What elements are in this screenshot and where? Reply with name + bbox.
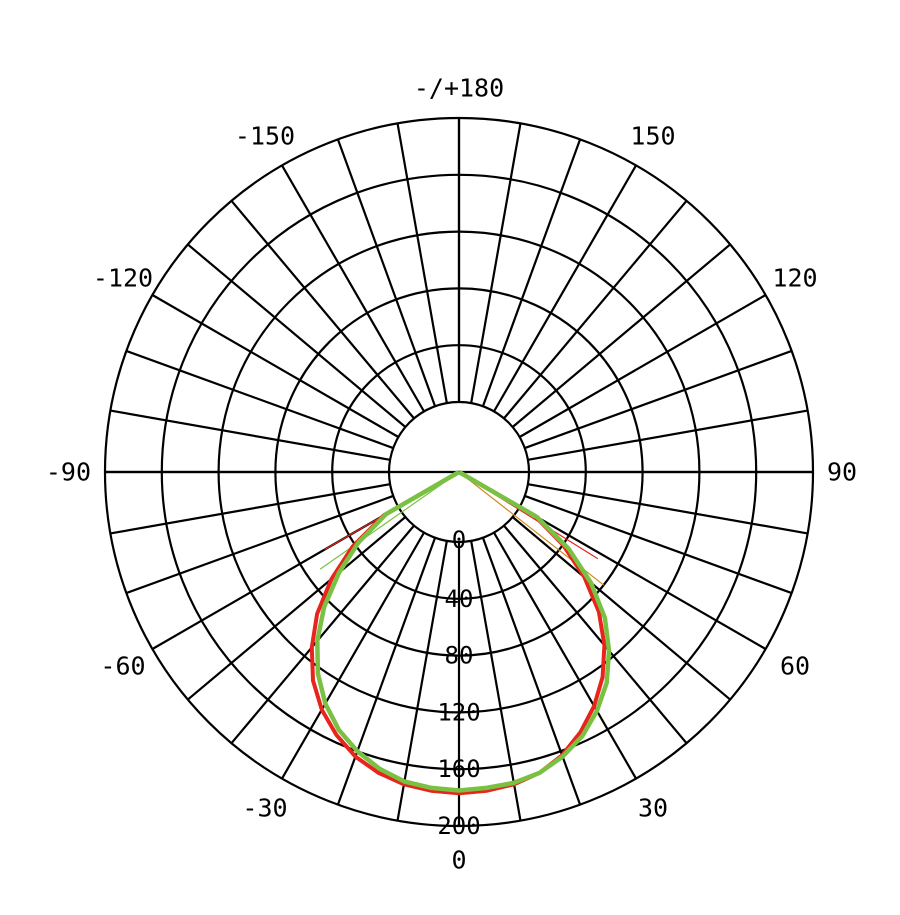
spoke-330 — [281, 532, 425, 780]
spoke-210 — [281, 164, 425, 412]
spoke-20 — [481, 537, 582, 806]
spoke-320 — [230, 524, 415, 744]
spoke-160 — [481, 138, 582, 407]
angle-tick-label: -60 — [100, 652, 145, 681]
angle-tick-label: -120 — [93, 264, 153, 293]
series-layer — [309, 470, 612, 796]
angle-tick-label: -30 — [242, 794, 287, 823]
spoke-280 — [110, 483, 391, 535]
spoke-100 — [527, 409, 808, 461]
spoke-50 — [511, 516, 731, 701]
angle-tick-label: 30 — [638, 794, 668, 823]
spoke-80 — [527, 483, 808, 535]
label-layer: 0 40 80 120 160 200 -/+180 -150 150 -120 120 -90 90 -… — [46, 74, 857, 875]
spoke-240 — [151, 294, 399, 438]
polar-grid — [103, 116, 815, 828]
angle-tick-label: 120 — [772, 264, 817, 293]
angle-tick-label: 150 — [630, 122, 675, 151]
spoke-230 — [187, 243, 407, 428]
series-1-curve — [309, 470, 607, 796]
spoke-110 — [524, 349, 793, 450]
radial-tick-label: 0 — [452, 526, 466, 554]
spoke-120 — [519, 294, 767, 438]
spoke-220 — [230, 200, 415, 420]
spoke-70 — [524, 494, 793, 595]
spoke-170 — [470, 123, 522, 404]
spoke-150 — [493, 164, 637, 412]
spoke-290 — [125, 494, 394, 595]
angle-tick-label: 60 — [780, 652, 810, 681]
angle-tick-label: -/+180 — [414, 74, 504, 103]
spoke-40 — [503, 524, 688, 744]
spoke-340 — [336, 537, 437, 806]
spoke-250 — [125, 349, 394, 450]
radial-tick-label: 120 — [437, 698, 480, 726]
spoke-200 — [336, 138, 437, 407]
angle-tick-label: -90 — [46, 458, 91, 487]
radial-tick-label: 80 — [445, 642, 474, 670]
spoke-260 — [110, 409, 391, 461]
spoke-30 — [493, 532, 637, 780]
radial-tick-label: 40 — [445, 585, 474, 613]
series-2-curve — [315, 470, 612, 793]
angle-tick-label: 0 — [451, 846, 466, 875]
spoke-140 — [503, 200, 688, 420]
spoke-130 — [511, 243, 731, 428]
radial-tick-label: 160 — [437, 755, 480, 783]
spoke-10 — [470, 540, 522, 821]
angle-tick-label: 90 — [827, 458, 857, 487]
spoke-310 — [187, 516, 407, 701]
spoke-60 — [519, 506, 767, 650]
ray-1 — [319, 471, 460, 570]
radial-tick-label: 200 — [437, 812, 480, 840]
spoke-190 — [396, 123, 448, 404]
angle-tick-label: -150 — [235, 122, 295, 151]
spoke-350 — [396, 540, 448, 821]
